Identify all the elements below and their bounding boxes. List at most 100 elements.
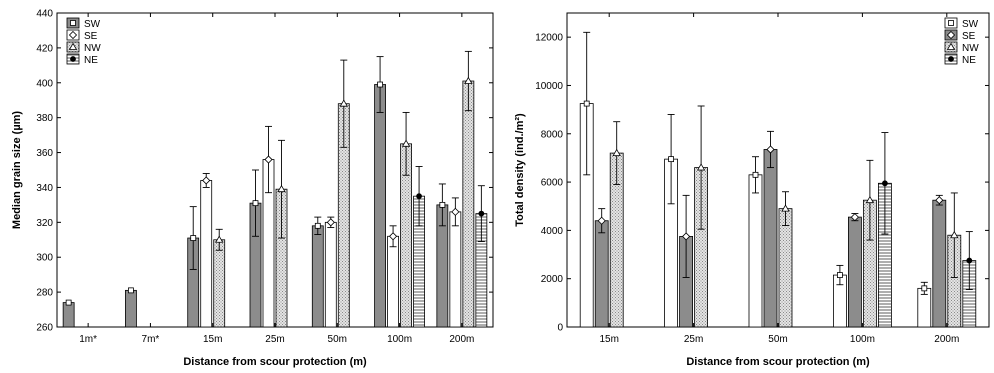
value-marker (264, 155, 273, 164)
value-marker (339, 99, 348, 107)
y-tick-label: 280 (36, 288, 53, 299)
x-tick-label: 25m (265, 334, 284, 345)
bar-se-200m (932, 199, 947, 328)
value-marker (377, 81, 383, 88)
errorbars-left (65, 50, 485, 306)
value-marker (935, 196, 944, 205)
value-marker (612, 148, 621, 156)
legend-label: NW (962, 43, 979, 54)
plot-frame-left (56, 12, 494, 328)
value-marker (451, 207, 460, 216)
y-tick-label: 380 (36, 113, 53, 124)
value-marker (966, 257, 973, 264)
bar-sw-100m (374, 84, 386, 328)
value-marker (202, 176, 211, 185)
x-tick-label: 1m* (79, 334, 97, 345)
bar-se-100m (848, 216, 862, 328)
value-marker (583, 100, 590, 107)
bars-left (62, 80, 488, 328)
value-marker (389, 232, 398, 241)
x-tick-label: 200m (934, 334, 959, 345)
value-marker (682, 232, 691, 241)
legend-label: SE (84, 31, 98, 42)
bar-sw-50m (748, 174, 763, 328)
bar-nw-200m (462, 80, 475, 328)
value-marker (401, 139, 411, 147)
chart-left: 260 280 300 320 340 360 380 400 420 440 1m* 7m* 15m… (11, 9, 494, 368)
y-tick-label: 10000 (535, 81, 563, 92)
bar-nw-50m (778, 208, 793, 328)
legend-label: NE (962, 55, 976, 66)
bar-se-50m (763, 149, 778, 328)
y-tick-label: 340 (36, 183, 53, 194)
value-marker (252, 200, 259, 207)
x-tick-label: 100m (850, 334, 875, 345)
x-tick-label: 25m (684, 334, 703, 345)
value-marker (597, 216, 606, 225)
x-tick-label: 50m (768, 334, 787, 345)
bar-nw-15m (213, 239, 226, 328)
value-marker (781, 204, 790, 212)
x-tick-label: 15m (203, 334, 222, 345)
value-marker (696, 163, 706, 171)
value-marker (478, 210, 485, 217)
y-axis-right: 0 2000 4000 6000 8000 10000 12000 (535, 33, 989, 334)
bar-se-50m (324, 221, 337, 328)
y-tick-label: 260 (36, 323, 53, 334)
value-marker (215, 235, 224, 243)
value-marker (190, 235, 197, 241)
y-tick-label: 360 (36, 148, 53, 159)
value-marker (921, 285, 928, 292)
legend-marker (946, 30, 956, 40)
value-marker (668, 156, 674, 163)
value-marker (464, 76, 473, 84)
value-marker (439, 201, 446, 208)
y-tick-label: 6000 (541, 178, 564, 189)
y-tick-label: 420 (36, 43, 53, 54)
x-axis-label-left: Distance from scour protection (m) (183, 356, 367, 368)
y-tick-label: 4000 (541, 226, 564, 237)
y-axis-label-right: Total density (ind./m²) (514, 113, 526, 227)
legend-label: NE (84, 55, 98, 66)
chart-right: 0 2000 4000 6000 8000 10000 12000 15m 25m 50m 100… (514, 12, 990, 368)
y-tick-label: 400 (36, 78, 53, 89)
y-tick-label: 440 (36, 9, 53, 20)
value-marker (837, 272, 843, 278)
plot-frame-right (566, 12, 990, 328)
x-axis-label-right: Distance from scour protection (m) (686, 356, 870, 368)
y-axis-label-left: Median grain size (µm) (11, 111, 23, 230)
x-axis-right: 15m 25m 50m 100m 200m (599, 13, 959, 345)
bars-right (579, 103, 977, 328)
y-tick-label: 0 (557, 323, 563, 334)
legend-marker (68, 42, 78, 50)
y-axis-left: 260 280 300 320 340 360 380 400 420 440 (36, 9, 493, 334)
legend-marker (70, 56, 76, 62)
legend-label: NW (84, 43, 101, 54)
x-tick-label: 15m (599, 334, 618, 345)
x-axis-left: 1m* 7m* 15m 25m 50m 100m 200m (79, 13, 474, 345)
bar-sw-1m* (62, 302, 75, 328)
legend-marker (68, 30, 78, 40)
bar-sw-7m* (125, 289, 137, 328)
x-tick-label: 7m* (142, 334, 160, 345)
legend-label: SE (962, 31, 976, 42)
y-tick-label: 12000 (535, 33, 563, 44)
bar-se-15m (594, 220, 609, 328)
value-marker (865, 195, 875, 204)
value-marker (850, 213, 859, 222)
value-marker (882, 180, 888, 187)
value-marker (752, 171, 759, 178)
value-marker (416, 193, 422, 200)
legend-marker (948, 56, 954, 62)
legend-label: SW (962, 19, 979, 30)
value-marker (950, 230, 959, 239)
legend-label: SW (84, 19, 101, 30)
y-tick-label: 300 (36, 253, 53, 264)
bar-se-200m (449, 211, 462, 328)
value-marker (277, 184, 286, 193)
y-tick-label: 320 (36, 218, 53, 229)
legend-marker (946, 42, 956, 50)
bar-sw-50m (311, 225, 324, 328)
